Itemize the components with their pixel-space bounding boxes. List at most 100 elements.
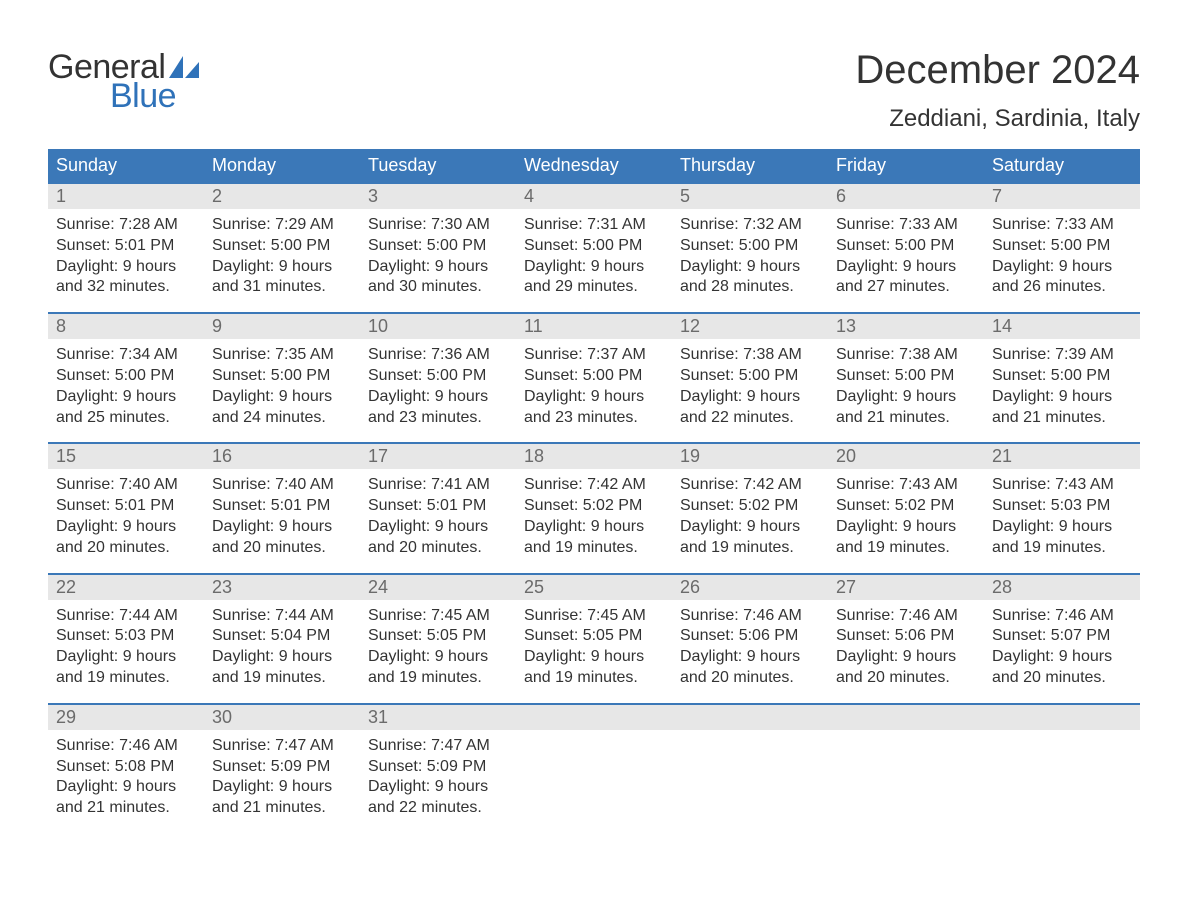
sunset-text: Sunset: 5:08 PM	[56, 757, 196, 778]
sunset-text: Sunset: 5:09 PM	[212, 757, 352, 778]
day-number: 7	[984, 184, 1140, 209]
daylight2-text: and 26 minutes.	[992, 277, 1132, 298]
sunrise-text: Sunrise: 7:33 AM	[992, 215, 1132, 236]
sunrise-text: Sunrise: 7:47 AM	[212, 736, 352, 757]
sunrise-text: Sunrise: 7:45 AM	[368, 606, 508, 627]
daylight1-text: Daylight: 9 hours	[524, 517, 664, 538]
daylight2-text: and 21 minutes.	[836, 408, 976, 429]
day-cell	[516, 730, 672, 819]
day-cell: Sunrise: 7:46 AMSunset: 5:06 PMDaylight:…	[672, 600, 828, 689]
day-number: 15	[48, 444, 204, 469]
day-number: 19	[672, 444, 828, 469]
sunrise-text: Sunrise: 7:40 AM	[56, 475, 196, 496]
day-number: 23	[204, 575, 360, 600]
day-cell: Sunrise: 7:29 AMSunset: 5:00 PMDaylight:…	[204, 209, 360, 298]
week-row: 891011121314Sunrise: 7:34 AMSunset: 5:00…	[48, 312, 1140, 428]
sunrise-text: Sunrise: 7:38 AM	[680, 345, 820, 366]
week-row: 22232425262728Sunrise: 7:44 AMSunset: 5:…	[48, 573, 1140, 689]
sunrise-text: Sunrise: 7:33 AM	[836, 215, 976, 236]
day-cell: Sunrise: 7:46 AMSunset: 5:08 PMDaylight:…	[48, 730, 204, 819]
daylight2-text: and 19 minutes.	[212, 668, 352, 689]
day-number	[984, 705, 1140, 730]
daylight1-text: Daylight: 9 hours	[680, 387, 820, 408]
day-number: 21	[984, 444, 1140, 469]
day-number: 24	[360, 575, 516, 600]
daylight1-text: Daylight: 9 hours	[992, 647, 1132, 668]
day-cell: Sunrise: 7:31 AMSunset: 5:00 PMDaylight:…	[516, 209, 672, 298]
daylight1-text: Daylight: 9 hours	[992, 387, 1132, 408]
sunset-text: Sunset: 5:06 PM	[680, 626, 820, 647]
day-cell: Sunrise: 7:46 AMSunset: 5:06 PMDaylight:…	[828, 600, 984, 689]
day-cell: Sunrise: 7:39 AMSunset: 5:00 PMDaylight:…	[984, 339, 1140, 428]
sunrise-text: Sunrise: 7:46 AM	[56, 736, 196, 757]
daylight2-text: and 30 minutes.	[368, 277, 508, 298]
sunrise-text: Sunrise: 7:46 AM	[836, 606, 976, 627]
sunset-text: Sunset: 5:00 PM	[368, 236, 508, 257]
day-cell: Sunrise: 7:35 AMSunset: 5:00 PMDaylight:…	[204, 339, 360, 428]
daylight2-text: and 29 minutes.	[524, 277, 664, 298]
day-cell: Sunrise: 7:38 AMSunset: 5:00 PMDaylight:…	[828, 339, 984, 428]
daylight2-text: and 19 minutes.	[524, 668, 664, 689]
page: General Blue December 2024 Zeddiani, Sar…	[0, 0, 1188, 819]
weeks-container: 1234567Sunrise: 7:28 AMSunset: 5:01 PMDa…	[48, 182, 1140, 819]
day-cell: Sunrise: 7:45 AMSunset: 5:05 PMDaylight:…	[360, 600, 516, 689]
weekday-header: Sunday	[48, 149, 204, 182]
daylight2-text: and 19 minutes.	[680, 538, 820, 559]
daylight1-text: Daylight: 9 hours	[212, 387, 352, 408]
sunrise-text: Sunrise: 7:42 AM	[524, 475, 664, 496]
day-number: 1	[48, 184, 204, 209]
daylight1-text: Daylight: 9 hours	[212, 257, 352, 278]
day-cell: Sunrise: 7:45 AMSunset: 5:05 PMDaylight:…	[516, 600, 672, 689]
sunset-text: Sunset: 5:00 PM	[56, 366, 196, 387]
location: Zeddiani, Sardinia, Italy	[855, 105, 1140, 133]
day-number: 12	[672, 314, 828, 339]
day-cell: Sunrise: 7:43 AMSunset: 5:02 PMDaylight:…	[828, 469, 984, 558]
daylight1-text: Daylight: 9 hours	[368, 517, 508, 538]
daylight2-text: and 32 minutes.	[56, 277, 196, 298]
daylight1-text: Daylight: 9 hours	[992, 257, 1132, 278]
sunset-text: Sunset: 5:00 PM	[836, 236, 976, 257]
daylight1-text: Daylight: 9 hours	[680, 257, 820, 278]
sunset-text: Sunset: 5:00 PM	[992, 366, 1132, 387]
sunrise-text: Sunrise: 7:28 AM	[56, 215, 196, 236]
day-number: 4	[516, 184, 672, 209]
sunrise-text: Sunrise: 7:37 AM	[524, 345, 664, 366]
sunrise-text: Sunrise: 7:36 AM	[368, 345, 508, 366]
sunrise-text: Sunrise: 7:43 AM	[992, 475, 1132, 496]
daylight2-text: and 19 minutes.	[368, 668, 508, 689]
day-cell: Sunrise: 7:40 AMSunset: 5:01 PMDaylight:…	[48, 469, 204, 558]
daylight2-text: and 20 minutes.	[368, 538, 508, 559]
daylight1-text: Daylight: 9 hours	[836, 647, 976, 668]
daylight1-text: Daylight: 9 hours	[56, 257, 196, 278]
weekday-header: Saturday	[984, 149, 1140, 182]
sunrise-text: Sunrise: 7:30 AM	[368, 215, 508, 236]
sunset-text: Sunset: 5:09 PM	[368, 757, 508, 778]
day-number	[828, 705, 984, 730]
weekday-header: Monday	[204, 149, 360, 182]
daylight2-text: and 19 minutes.	[836, 538, 976, 559]
sunset-text: Sunset: 5:02 PM	[680, 496, 820, 517]
daylight1-text: Daylight: 9 hours	[212, 647, 352, 668]
day-cell: Sunrise: 7:33 AMSunset: 5:00 PMDaylight:…	[828, 209, 984, 298]
sunrise-text: Sunrise: 7:31 AM	[524, 215, 664, 236]
day-cell: Sunrise: 7:47 AMSunset: 5:09 PMDaylight:…	[360, 730, 516, 819]
daylight2-text: and 21 minutes.	[56, 798, 196, 819]
sunrise-text: Sunrise: 7:32 AM	[680, 215, 820, 236]
sunset-text: Sunset: 5:00 PM	[212, 236, 352, 257]
month-title: December 2024	[855, 48, 1140, 93]
sunset-text: Sunset: 5:03 PM	[56, 626, 196, 647]
weekday-header: Wednesday	[516, 149, 672, 182]
day-cell: Sunrise: 7:28 AMSunset: 5:01 PMDaylight:…	[48, 209, 204, 298]
weekday-header: Tuesday	[360, 149, 516, 182]
daylight1-text: Daylight: 9 hours	[836, 387, 976, 408]
day-number: 8	[48, 314, 204, 339]
daylight2-text: and 21 minutes.	[992, 408, 1132, 429]
day-number: 28	[984, 575, 1140, 600]
daylight1-text: Daylight: 9 hours	[56, 647, 196, 668]
logo-text-blue: Blue	[110, 77, 199, 116]
sunset-text: Sunset: 5:00 PM	[836, 366, 976, 387]
sunrise-text: Sunrise: 7:39 AM	[992, 345, 1132, 366]
sunrise-text: Sunrise: 7:45 AM	[524, 606, 664, 627]
sunrise-text: Sunrise: 7:46 AM	[992, 606, 1132, 627]
sunset-text: Sunset: 5:04 PM	[212, 626, 352, 647]
